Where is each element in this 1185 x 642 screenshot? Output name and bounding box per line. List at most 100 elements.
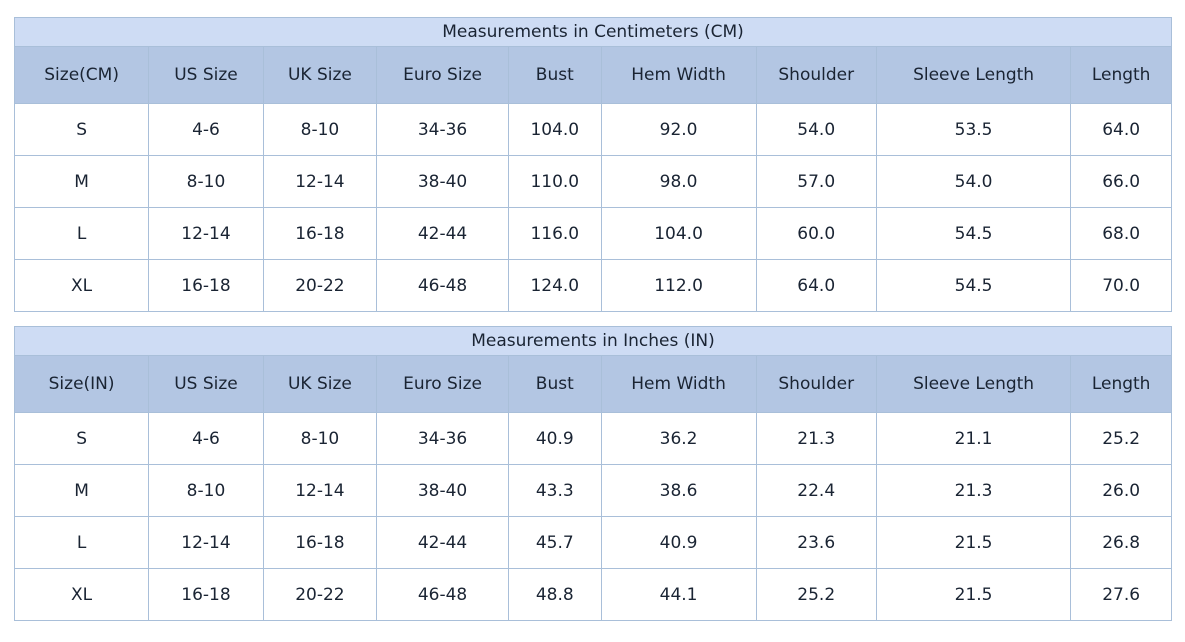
table-cell: 21.1 (875, 412, 1072, 465)
in-table-header-row: Size(IN) US Size UK Size Euro Size Bust Hem W… (13, 355, 1172, 413)
in-table-title: Measurements in Inches (IN) (14, 326, 1172, 356)
table-cell: 38-40 (376, 155, 509, 208)
column-header: Euro Size (376, 355, 509, 413)
table-cell: 92.0 (600, 103, 757, 156)
table-cell: 34-36 (376, 412, 509, 465)
column-header: US Size (148, 355, 264, 413)
table-cell: 42-44 (376, 207, 509, 260)
table-cell: 4-6 (148, 412, 264, 465)
table-cell: XL (13, 568, 150, 621)
table-cell: 54.5 (875, 259, 1072, 312)
table-cell: L (13, 516, 150, 569)
table-cell: 42-44 (376, 516, 509, 569)
table-cell: 38-40 (376, 464, 509, 517)
table-cell: 60.0 (755, 207, 877, 260)
table-cell: 21.3 (755, 412, 877, 465)
table-cell: M (13, 464, 150, 517)
table-cell: 124.0 (508, 259, 602, 312)
measurements-cm-table: Measurements in Centimeters (CM) Size(CM… (13, 17, 1172, 312)
table-cell: 16-18 (262, 207, 378, 260)
table-cell: 12-14 (262, 155, 378, 208)
cm-table-body: S 4-6 8-10 34-36 104.0 92.0 54.0 53.5 64.0 M 8-10 1… (13, 103, 1172, 312)
table-cell: 8-10 (262, 103, 378, 156)
table-cell: 25.2 (1070, 412, 1172, 465)
table-row: XL 16-18 20-22 46-48 48.8 44.1 25.2 21.5 27.6 (13, 568, 1172, 621)
measurements-in-table: Measurements in Inches (IN) Size(IN) US S… (13, 326, 1172, 621)
table-cell: 64.0 (755, 259, 877, 312)
column-header: UK Size (262, 355, 378, 413)
table-cell: S (13, 412, 150, 465)
table-cell: 20-22 (262, 568, 378, 621)
column-header: Bust (508, 355, 602, 413)
table-row: S 4-6 8-10 34-36 40.9 36.2 21.3 21.1 25.2 (13, 412, 1172, 465)
table-cell: 116.0 (508, 207, 602, 260)
table-cell: 38.6 (600, 464, 757, 517)
table-cell: 57.0 (755, 155, 877, 208)
column-header: Hem Width (600, 355, 757, 413)
table-cell: 16-18 (148, 259, 264, 312)
table-cell: M (13, 155, 150, 208)
table-cell: 26.0 (1070, 464, 1172, 517)
column-header: Sleeve Length (875, 46, 1072, 104)
table-cell: 8-10 (148, 464, 264, 517)
column-header: US Size (148, 46, 264, 104)
table-cell: 23.6 (755, 516, 877, 569)
table-cell: 26.8 (1070, 516, 1172, 569)
table-cell: 64.0 (1070, 103, 1172, 156)
table-cell: 54.5 (875, 207, 1072, 260)
column-header: Size(CM) (13, 46, 150, 104)
table-cell: 21.5 (875, 516, 1072, 569)
table-cell: 104.0 (600, 207, 757, 260)
table-cell: 45.7 (508, 516, 602, 569)
table-cell: 12-14 (262, 464, 378, 517)
table-cell: 40.9 (508, 412, 602, 465)
table-cell: 22.4 (755, 464, 877, 517)
table-cell: 98.0 (600, 155, 757, 208)
table-row: M 8-10 12-14 38-40 43.3 38.6 22.4 21.3 26.0 (13, 464, 1172, 517)
cm-table-header-row: Size(CM) US Size UK Size Euro Size Bust Hem W… (13, 46, 1172, 104)
table-cell: 8-10 (148, 155, 264, 208)
column-header: Euro Size (376, 46, 509, 104)
table-cell: 27.6 (1070, 568, 1172, 621)
table-row: XL 16-18 20-22 46-48 124.0 112.0 64.0 54.5 70.0 (13, 259, 1172, 312)
table-cell: XL (13, 259, 150, 312)
column-header: UK Size (262, 46, 378, 104)
in-table-body: S 4-6 8-10 34-36 40.9 36.2 21.3 21.1 25.2 M 8-10 12… (13, 412, 1172, 621)
column-header: Length (1070, 355, 1172, 413)
cm-table-title: Measurements in Centimeters (CM) (14, 17, 1172, 47)
table-cell: 25.2 (755, 568, 877, 621)
column-header: Bust (508, 46, 602, 104)
table-cell: 70.0 (1070, 259, 1172, 312)
table-cell: 16-18 (148, 568, 264, 621)
table-cell: 8-10 (262, 412, 378, 465)
table-row: M 8-10 12-14 38-40 110.0 98.0 57.0 54.0 66.0 (13, 155, 1172, 208)
column-header: Shoulder (755, 46, 877, 104)
table-cell: 4-6 (148, 103, 264, 156)
table-cell: 34-36 (376, 103, 509, 156)
table-cell: 110.0 (508, 155, 602, 208)
column-header: Shoulder (755, 355, 877, 413)
table-cell: 40.9 (600, 516, 757, 569)
table-cell: 21.3 (875, 464, 1072, 517)
table-cell: 46-48 (376, 568, 509, 621)
size-chart-page: Measurements in Centimeters (CM) Size(CM… (13, 17, 1172, 621)
column-header: Hem Width (600, 46, 757, 104)
table-cell: 68.0 (1070, 207, 1172, 260)
table-cell: 53.5 (875, 103, 1072, 156)
table-cell: 21.5 (875, 568, 1072, 621)
table-cell: 54.0 (875, 155, 1072, 208)
table-cell: 12-14 (148, 516, 264, 569)
in-table-title-row: Measurements in Inches (IN) (14, 326, 1172, 356)
table-cell: 48.8 (508, 568, 602, 621)
table-cell: 46-48 (376, 259, 509, 312)
table-row: L 12-14 16-18 42-44 116.0 104.0 60.0 54.5 68.0 (13, 207, 1172, 260)
table-cell: 20-22 (262, 259, 378, 312)
table-cell: L (13, 207, 150, 260)
column-header: Length (1070, 46, 1172, 104)
column-header: Sleeve Length (875, 355, 1072, 413)
table-cell: 44.1 (600, 568, 757, 621)
table-cell: 16-18 (262, 516, 378, 569)
cm-table-title-row: Measurements in Centimeters (CM) (14, 17, 1172, 47)
table-cell: 43.3 (508, 464, 602, 517)
table-cell: S (13, 103, 150, 156)
